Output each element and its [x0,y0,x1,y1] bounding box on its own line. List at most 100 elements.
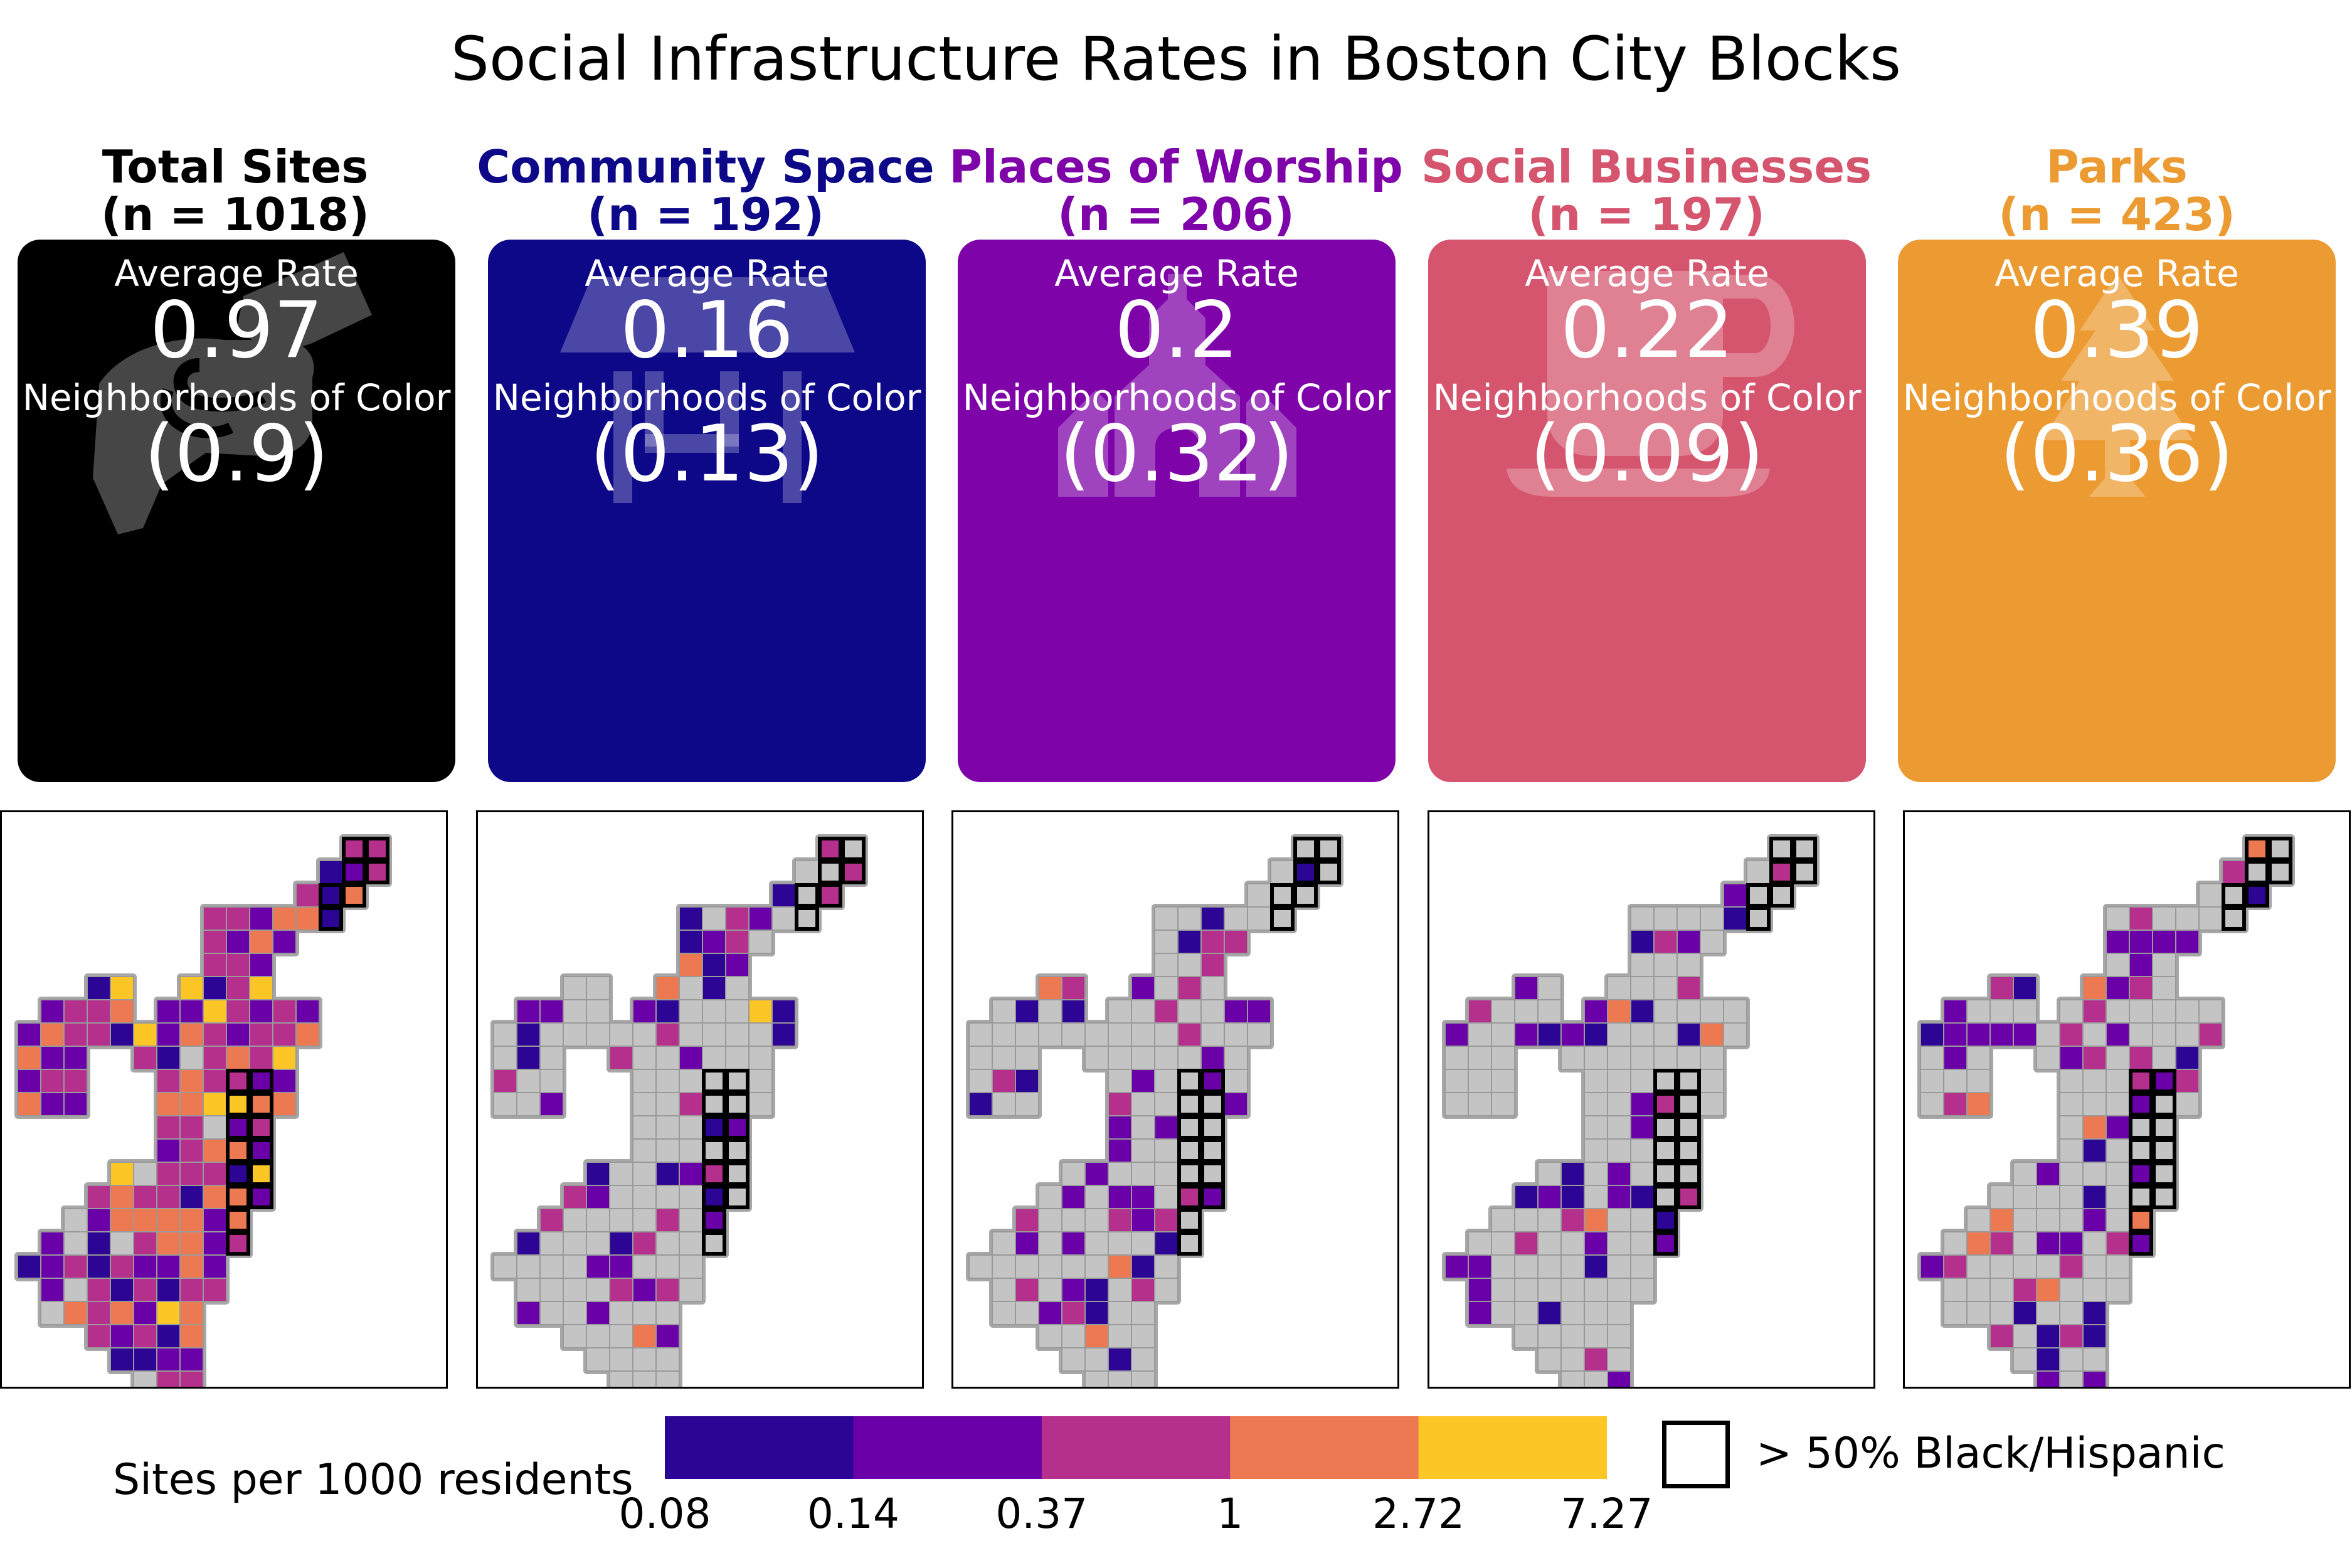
block-cell [2106,1208,2130,1232]
map-parks [1903,810,2351,1421]
block-cell [1514,1254,1539,1279]
block-cell [2152,1092,2176,1116]
block-cell [1154,906,1179,931]
block-cell [748,1022,773,1047]
majority-black-hispanic-block [1769,837,1794,861]
majority-black-hispanic-block [1769,860,1794,884]
block-cell [1131,1347,1155,1372]
majority-black-hispanic-block [249,1138,273,1163]
block-cell [2059,1254,2084,1279]
block-cell [1943,1046,1968,1070]
block-cell [179,1254,204,1279]
block-cell [156,1347,181,1372]
block-cell [1584,1278,1608,1302]
majority-black-hispanic-block [226,1185,250,1209]
block-cell [679,1092,703,1116]
block-cell [1491,1301,1515,1325]
block-cell [1537,999,1562,1024]
majority-black-hispanic-block [226,1069,250,1093]
block-cell [17,1092,41,1116]
majority-black-hispanic-block [1177,1138,1202,1163]
block-cell [1154,1092,1179,1116]
block-cell [226,1208,250,1232]
block-cell [63,1046,88,1070]
block-cell [586,1022,610,1047]
block-cell [110,1278,134,1302]
block-cell [87,976,111,1000]
block-cell [1989,1185,2014,1209]
block-cell [1966,1278,1991,1302]
block-cell [679,1046,703,1070]
block-cell [156,1254,181,1279]
block-cell [1491,1092,1515,1116]
block-cell [2222,860,2246,884]
block-cell [1270,883,1295,908]
majority-black-hispanic-block [702,1115,726,1140]
block-cell [1084,1324,1109,1348]
neighborhoods-of-color-value: (0.9) [144,409,329,499]
block-cell [342,883,366,908]
block-cell [319,860,343,884]
block-cell [1061,1301,1086,1325]
block-cell [2059,1185,2084,1209]
majority-black-hispanic-block [2129,1069,2153,1093]
block-cell [1723,999,1747,1024]
block-cell [702,1138,726,1163]
block-cell [2082,999,2107,1024]
block-cell [203,999,227,1024]
block-cell [609,1162,633,1186]
block-cell [725,1069,750,1093]
block-cell [609,1046,633,1070]
block-cell [1630,1231,1655,1256]
block-cell [2059,999,2084,1024]
block-cell [771,906,796,931]
block-cell [586,1347,610,1372]
block-cell [203,1162,227,1186]
block-cell [319,906,343,931]
block-cell [1177,953,1202,977]
block-cell [725,906,750,931]
block-cell [2268,860,2292,884]
block-cell [156,1162,181,1186]
block-cell [992,1046,1016,1070]
block-cell [179,1069,204,1093]
average-rate-value: 0.97 [149,285,324,376]
block-cell [1154,1162,1179,1186]
majority-black-hispanic-block [249,1092,273,1116]
block-cell [2036,1046,2060,1070]
block-cell [2036,1162,2060,1186]
colorbar-label: Sites per 1000 residents [113,1455,633,1505]
block-cell [179,1301,204,1325]
block-cell [539,1022,564,1047]
block-cell [1108,1022,1132,1047]
block-cell [133,1185,157,1209]
majority-black-hispanic-block [1200,1162,1225,1186]
block-cell [1061,1022,1086,1047]
block-cell [1989,1022,2014,1047]
block-cell [655,1208,680,1232]
block-cell [702,1115,726,1140]
block-cell [1444,1046,1469,1070]
block-cell [1108,1115,1132,1140]
coffee-cup-icon [1507,271,1794,497]
majority-black-hispanic-block [1200,1185,1225,1209]
block-cell [1966,1254,1991,1279]
block-cell [2106,1092,2130,1116]
neighborhoods-of-color-value: (0.32) [1059,409,1294,499]
block-cell [1491,1254,1515,1279]
block-cell [1769,860,1794,884]
block-cell [249,1115,273,1140]
majority-black-hispanic-block [702,1069,726,1093]
block-cell [1607,999,1631,1024]
category-name: Places of Worship [949,140,1403,193]
block-cell [771,1022,796,1047]
block-cell [2106,1022,2130,1047]
block-cell [2152,999,2176,1024]
block-cell [110,1301,134,1325]
block-cell [1630,930,1655,954]
neighborhoods-of-color-label: Neighborhoods of Color [22,376,451,419]
block-cell [1108,1254,1132,1279]
majority-black-hispanic-block [841,860,866,884]
block-cell [1514,1324,1539,1348]
block-cell [1514,1278,1539,1302]
